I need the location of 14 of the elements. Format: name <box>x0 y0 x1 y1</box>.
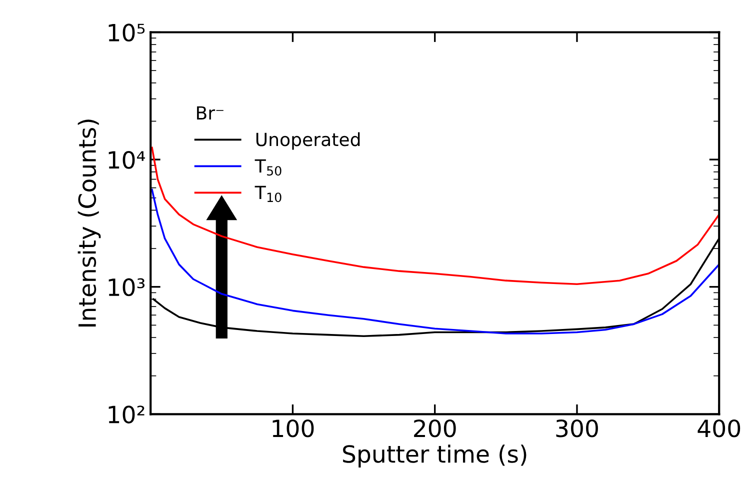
y-tick-label: 10⁵ <box>108 24 145 42</box>
x-tick-label: 200 <box>414 419 456 438</box>
legend-label: T$_{10}$ <box>254 186 282 202</box>
legend-label: Unoperated <box>256 132 360 150</box>
y-tick-label: 10³ <box>108 278 145 296</box>
x-tick-label: 300 <box>556 419 598 438</box>
y-tick-label: 10² <box>108 406 144 424</box>
x-tick-label: 400 <box>698 419 740 438</box>
x-axis-title: Sputter time (s) <box>343 444 526 468</box>
legend-label: T$_{50}$ <box>254 159 282 176</box>
x-tick-label: 100 <box>272 419 314 438</box>
y-tick-label: 10⁴ <box>108 150 145 169</box>
y-axis-title: Intensity (Counts) <box>78 120 101 326</box>
legend-title: Br⁻ <box>197 106 224 120</box>
